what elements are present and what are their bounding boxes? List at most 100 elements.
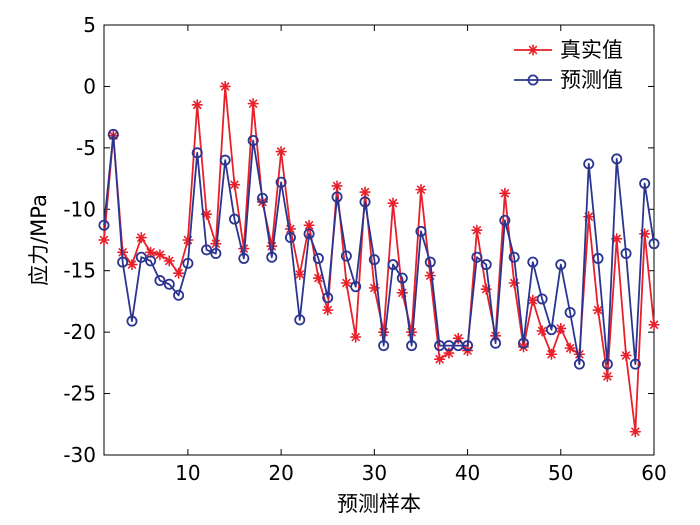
data-point [331, 191, 343, 203]
data-point [312, 252, 324, 264]
data-point [322, 292, 334, 304]
data-point [499, 187, 511, 199]
data-point [471, 251, 483, 263]
data-point [219, 80, 231, 93]
data-point [359, 186, 371, 198]
data-point [191, 99, 203, 111]
data-point [536, 325, 548, 337]
data-point [555, 322, 567, 335]
x-tick-label: 40 [455, 461, 480, 485]
legend-marker [527, 74, 539, 86]
data-point [629, 358, 641, 370]
y-tick-label: -15 [63, 259, 96, 283]
data-point [592, 304, 604, 316]
data-point [266, 251, 278, 263]
y-tick-labels: 5 0 -5 -10 -15 -20 -25 -30 [63, 13, 96, 467]
data-point [238, 252, 250, 264]
series-line [103, 133, 655, 365]
data-point [154, 249, 166, 261]
data-point [611, 153, 623, 165]
y-tick-label: -5 [76, 136, 96, 160]
x-tick-labels: 10 20 30 40 50 60 [175, 461, 667, 485]
data-point [322, 304, 334, 316]
x-axis-title: 预测样本 [337, 492, 421, 516]
data-point [378, 340, 390, 352]
data-point [536, 293, 548, 305]
x-tick-label: 30 [362, 461, 387, 485]
y-tick-label: 0 [83, 74, 96, 98]
plot-area [103, 24, 655, 456]
y-tick-label: -10 [63, 197, 96, 221]
data-point [135, 251, 147, 263]
y-axis-title: 应力/MPa [27, 194, 51, 286]
data-point [462, 340, 474, 352]
data-point [117, 256, 129, 268]
data-point [331, 180, 343, 192]
data-point [527, 294, 539, 306]
data-point [275, 176, 287, 188]
data-point [340, 250, 352, 262]
data-point [256, 192, 268, 204]
data-point [359, 196, 371, 208]
data-point [154, 275, 166, 287]
data-point [378, 326, 390, 338]
data-point [284, 232, 296, 244]
data-point [350, 281, 362, 293]
data-point [172, 267, 185, 279]
data-point [173, 289, 185, 301]
x-tick-label: 60 [641, 461, 666, 485]
y-tick-label: -20 [63, 320, 96, 344]
data-point [583, 158, 595, 170]
data-point [564, 342, 576, 354]
data-point [228, 179, 241, 191]
data-point [592, 252, 604, 264]
data-point [210, 248, 222, 260]
y-tick-label: -30 [63, 443, 96, 467]
data-point [517, 337, 529, 349]
data-point [294, 314, 306, 326]
data-point [620, 349, 632, 362]
data-point [182, 234, 194, 246]
series-layer [98, 80, 660, 438]
legend-item: 预测值 [514, 68, 623, 92]
data-point [601, 370, 613, 382]
data-point [480, 259, 492, 271]
data-point [294, 268, 306, 281]
data-point [135, 231, 147, 244]
data-point [639, 177, 651, 189]
data-point [601, 358, 613, 370]
data-point [229, 213, 241, 225]
data-point [201, 244, 213, 256]
data-point [415, 225, 427, 237]
data-point [191, 147, 203, 159]
data-point [107, 128, 119, 140]
plot-frame [103, 24, 655, 456]
legend-item: 真实值 [514, 38, 623, 62]
data-point [98, 234, 110, 246]
data-point [247, 134, 259, 146]
data-point [564, 306, 576, 318]
series-actual [98, 80, 660, 438]
data-point [350, 331, 362, 343]
data-point [219, 154, 231, 166]
data-point [629, 426, 641, 438]
data-point [415, 184, 427, 196]
data-point [126, 315, 138, 327]
data-point [387, 197, 399, 209]
data-point [406, 340, 418, 352]
data-point [163, 278, 175, 290]
data-point [490, 337, 502, 349]
data-point [182, 257, 194, 269]
data-point [545, 324, 557, 336]
data-point [648, 319, 660, 331]
data-point [200, 208, 213, 220]
data-point [545, 348, 558, 360]
data-point [126, 258, 138, 271]
data-point [424, 256, 436, 268]
data-point [275, 145, 287, 158]
x-tick-label: 50 [548, 461, 573, 485]
data-point [387, 259, 399, 271]
legend-label: 预测值 [560, 68, 623, 92]
